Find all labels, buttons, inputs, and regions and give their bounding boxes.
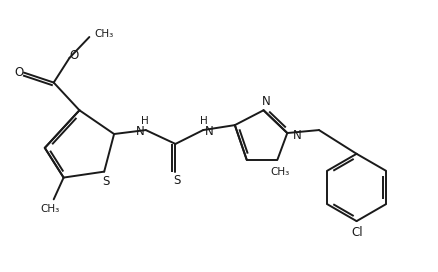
Text: O: O [70,49,79,62]
Text: CH₃: CH₃ [40,204,60,214]
Text: H: H [200,116,208,126]
Text: CH₃: CH₃ [94,29,113,39]
Text: N: N [262,95,271,108]
Text: Cl: Cl [352,225,364,239]
Text: S: S [102,175,110,188]
Text: S: S [173,174,180,187]
Text: O: O [14,66,24,79]
Text: N: N [293,128,302,141]
Text: H: H [141,116,148,126]
Text: N: N [205,125,213,138]
Text: N: N [135,125,144,138]
Text: CH₃: CH₃ [271,167,290,177]
